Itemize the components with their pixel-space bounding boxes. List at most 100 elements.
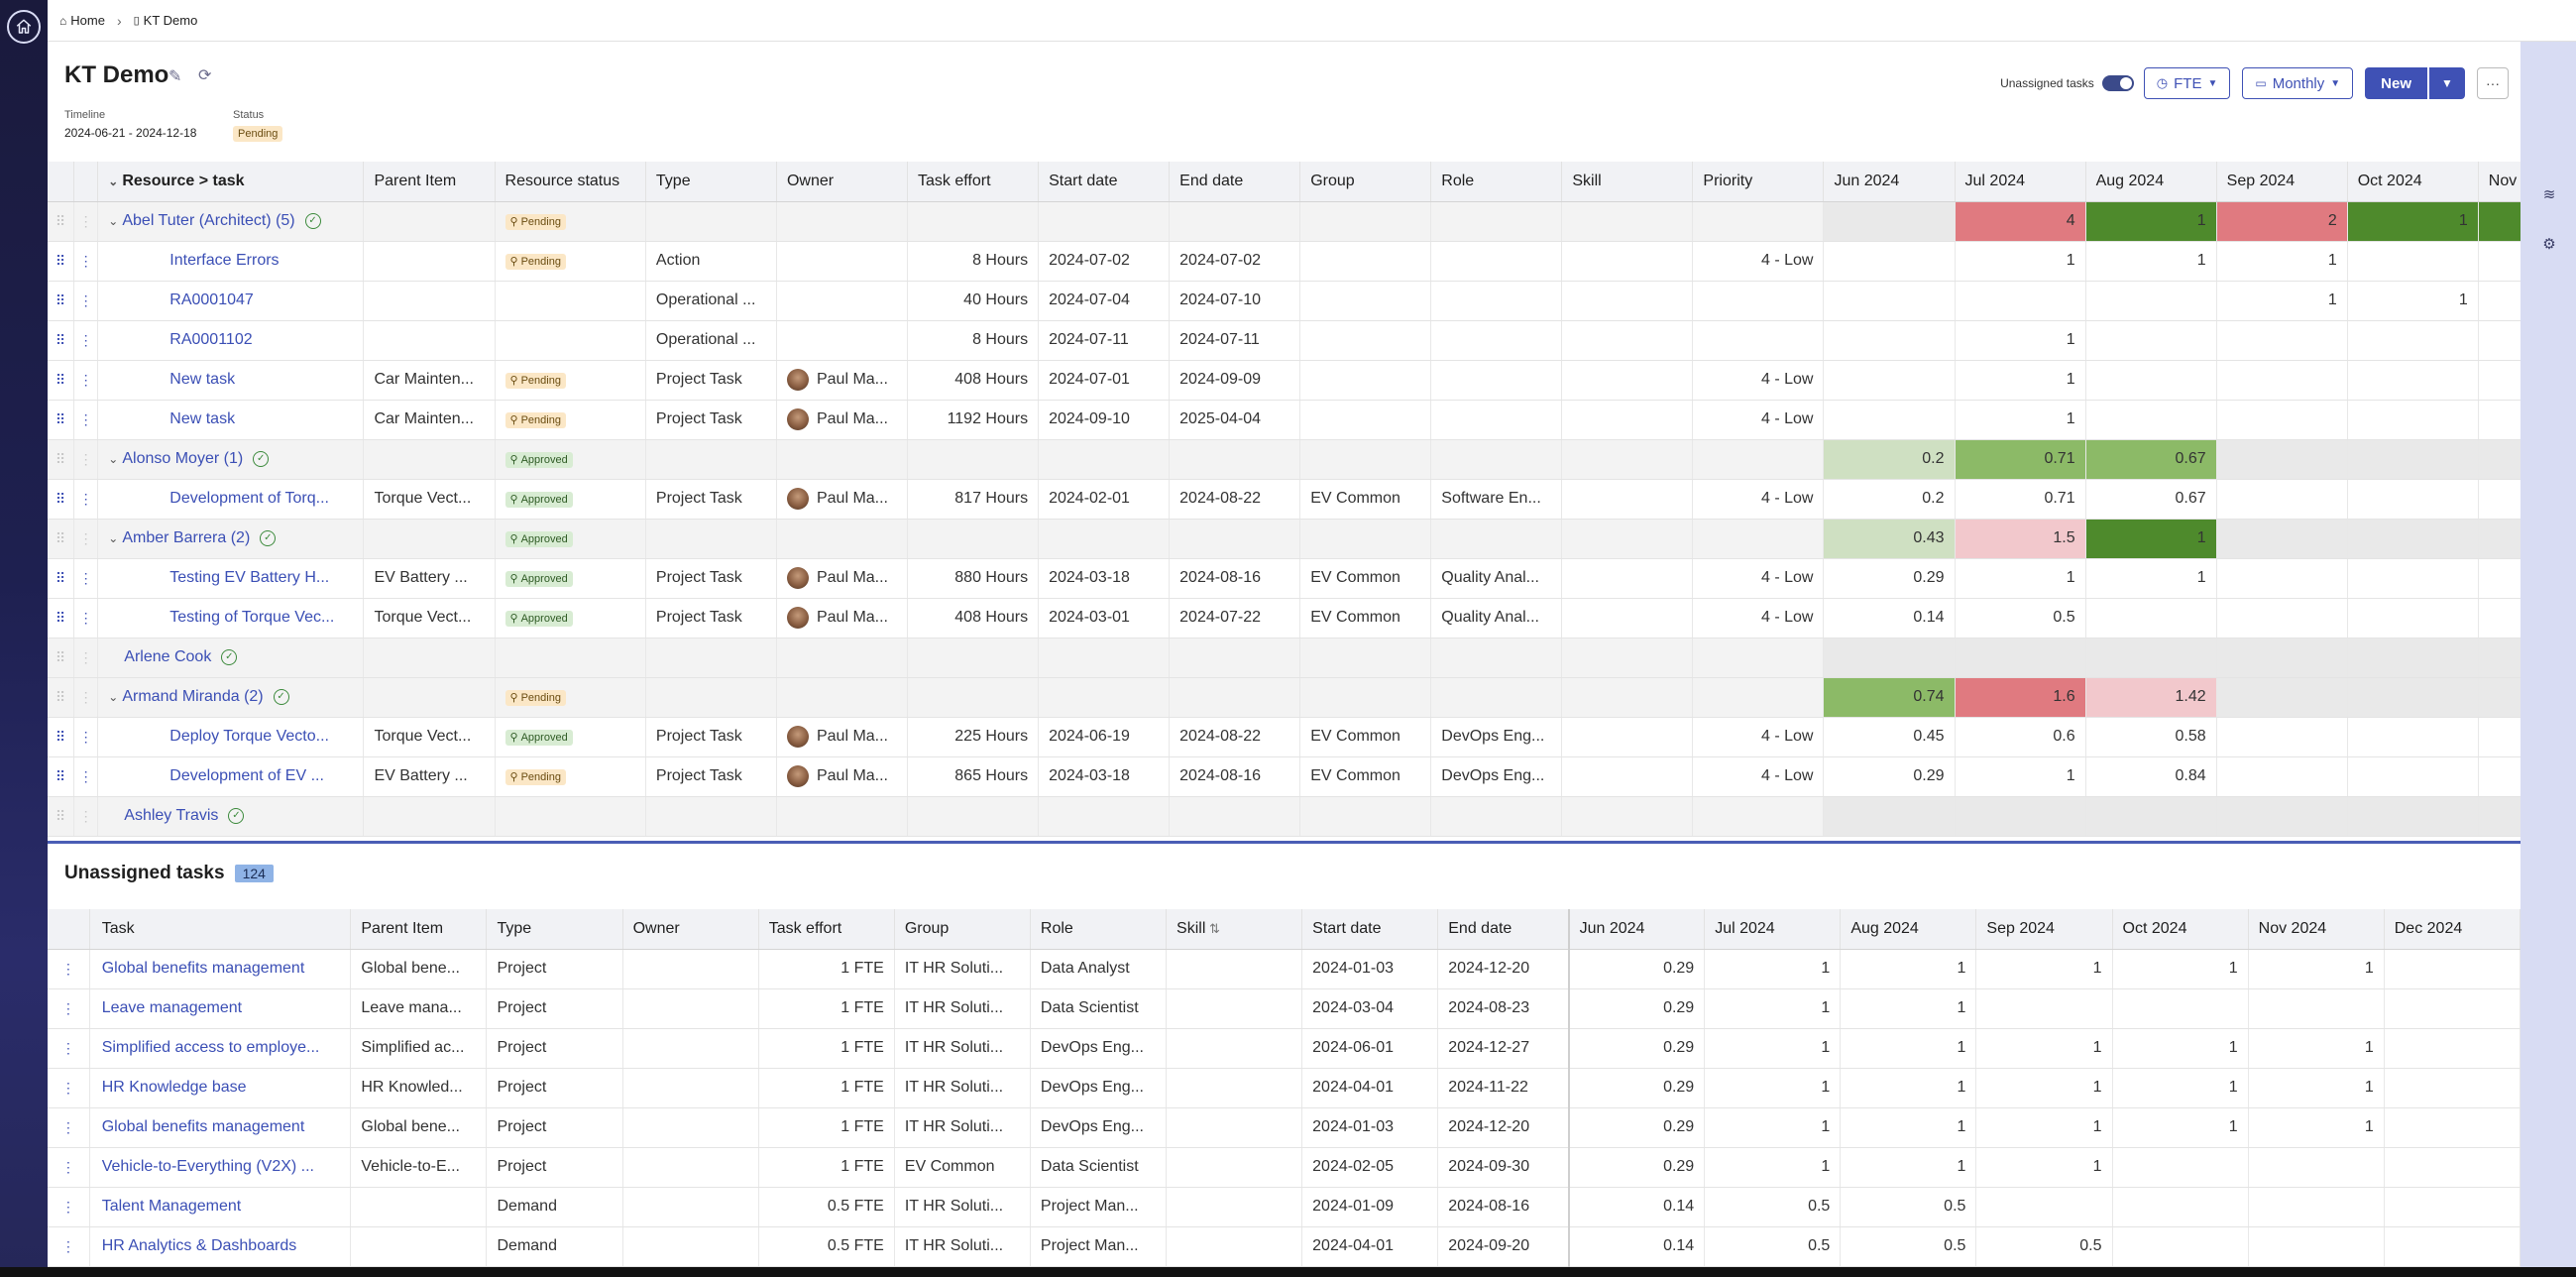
month-allocation-cell[interactable]: 0.5 [1840, 1226, 1977, 1267]
month-allocation-cell[interactable] [1975, 1187, 2113, 1227]
drag-handle-icon[interactable]: ⠿ [48, 281, 74, 321]
month-allocation-cell[interactable] [2478, 558, 2520, 599]
month-allocation-cell[interactable]: 0.2 [1823, 439, 1956, 480]
month-allocation-cell[interactable] [2248, 1187, 2385, 1227]
col-header-skill[interactable]: Skill [1561, 162, 1694, 202]
drag-handle-icon[interactable]: ⠿ [48, 400, 74, 440]
month-allocation-cell[interactable] [2384, 1028, 2520, 1069]
month-allocation-cell[interactable] [1823, 320, 1956, 361]
col-header-owner[interactable]: Owner [622, 909, 759, 950]
month-allocation-cell[interactable] [2347, 638, 2479, 678]
month-allocation-cell[interactable] [2478, 400, 2520, 440]
task-name-link[interactable]: Testing of Torque Vec... [169, 609, 335, 626]
month-allocation-cell[interactable]: 1 [2248, 1107, 2385, 1148]
row-menu-icon[interactable]: ⋮ [48, 949, 90, 989]
month-allocation-cell[interactable] [2248, 988, 2385, 1029]
month-allocation-cell[interactable] [2478, 796, 2520, 837]
month-allocation-cell[interactable] [2384, 1226, 2520, 1267]
row-menu-icon[interactable]: ⋮ [73, 756, 99, 797]
task-row[interactable]: ⠿ ⋮ Testing EV Battery H... EV Battery ... ⚲… [48, 558, 2520, 599]
task-name-link[interactable]: Simplified access to employe... [89, 1028, 352, 1069]
row-menu-icon[interactable]: ⋮ [73, 598, 99, 638]
edit-pencil-icon[interactable]: ✎ [168, 68, 182, 85]
resource-group-row[interactable]: ⠿ ⋮ ⌄ Abel Tuter (Architect) (5) ✓ ⚲ Pending 4 1… [48, 201, 2520, 242]
month-allocation-cell[interactable]: 0.74 [1823, 677, 1956, 718]
month-allocation-cell[interactable] [2216, 756, 2348, 797]
month-allocation-cell[interactable] [2216, 796, 2348, 837]
month-allocation-cell[interactable] [1955, 638, 2086, 678]
month-allocation-cell[interactable]: 0.29 [1567, 1028, 1706, 1069]
month-allocation-cell[interactable] [1975, 988, 2113, 1029]
row-menu-icon[interactable]: ⋮ [48, 988, 90, 1029]
month-allocation-cell[interactable]: 1 [2216, 241, 2348, 282]
month-allocation-cell[interactable] [1823, 241, 1956, 282]
month-allocation-cell[interactable] [2478, 756, 2520, 797]
month-allocation-cell[interactable]: 1 [1704, 949, 1842, 989]
panel-splitter[interactable] [48, 841, 2520, 844]
unassigned-task-row[interactable]: ⋮ Leave management Leave mana... Project 1 F… [48, 988, 2520, 1029]
month-allocation-cell[interactable]: 0.14 [1823, 598, 1956, 638]
drag-handle-icon[interactable]: ⠿ [48, 320, 74, 361]
col-header-type[interactable]: Type [645, 162, 777, 202]
task-name-link[interactable]: Talent Management [89, 1187, 352, 1227]
unassigned-task-row[interactable]: ⋮ Talent Management Demand 0.5 FTE IT HR Sol… [48, 1187, 2520, 1227]
month-allocation-cell[interactable] [2085, 281, 2217, 321]
task-row[interactable]: ⠿ ⋮ New task Car Mainten... ⚲ Pending Project … [48, 360, 2520, 401]
month-allocation-cell[interactable]: 0.2 [1823, 479, 1956, 520]
collapse-all-chevron-icon[interactable]: ⌄ [108, 174, 119, 188]
drag-handle-icon[interactable]: ⠿ [48, 241, 74, 282]
task-row[interactable]: ⠿ ⋮ RA0001102 Operational ... 8 Hours 2024-07… [48, 320, 2520, 361]
month-allocation-cell[interactable]: 1 [2216, 281, 2348, 321]
month-allocation-cell[interactable]: 1 [2112, 1107, 2249, 1148]
month-allocation-cell[interactable]: 0.29 [1823, 558, 1956, 599]
month-allocation-cell[interactable] [2347, 558, 2479, 599]
month-allocation-cell[interactable] [2112, 1147, 2249, 1188]
month-allocation-cell[interactable]: 1 [1955, 320, 2086, 361]
month-allocation-cell[interactable]: 0.29 [1567, 949, 1706, 989]
month-allocation-cell[interactable]: 0.5 [1955, 598, 2086, 638]
month-allocation-cell[interactable]: 0.84 [2085, 756, 2217, 797]
month-allocation-cell[interactable]: 0.14 [1567, 1187, 1706, 1227]
month-allocation-cell[interactable]: 0.29 [1567, 1107, 1706, 1148]
task-name-link[interactable]: RA0001102 [169, 331, 253, 348]
resource-name-link[interactable]: Abel Tuter (Architect) (5) [122, 212, 295, 229]
month-allocation-cell[interactable]: 1 [2248, 1068, 2385, 1108]
month-allocation-cell[interactable]: 1.42 [2085, 677, 2217, 718]
expand-chevron-icon[interactable]: ⌄ [108, 214, 119, 228]
row-menu-icon[interactable]: ⋮ [48, 1226, 90, 1267]
col-header-end-date[interactable]: End date [1169, 162, 1301, 202]
month-allocation-cell[interactable] [2478, 241, 2520, 282]
task-name-link[interactable]: Deploy Torque Vecto... [169, 728, 329, 745]
row-menu-icon[interactable]: ⋮ [73, 400, 99, 440]
month-allocation-cell[interactable] [2478, 519, 2520, 559]
new-split-dropdown-button[interactable]: ▼ [2429, 67, 2465, 99]
settings-gear-icon[interactable]: ⚙ [2542, 236, 2556, 253]
month-allocation-cell[interactable]: 0.14 [1567, 1226, 1706, 1267]
task-name-link[interactable]: Global benefits management [89, 1107, 352, 1148]
task-name-link[interactable]: Testing EV Battery H... [169, 569, 330, 586]
refresh-icon[interactable]: ⟳ [198, 67, 212, 84]
task-row[interactable]: ⠿ ⋮ New task Car Mainten... ⚲ Pending Project … [48, 400, 2520, 440]
month-allocation-cell[interactable] [2478, 360, 2520, 401]
month-allocation-cell[interactable]: 1 [1955, 241, 2086, 282]
resource-task-cell[interactable]: Interface Errors [97, 241, 365, 282]
month-allocation-cell[interactable] [2478, 479, 2520, 520]
resource-task-cell[interactable]: Development of Torq... [97, 479, 365, 520]
month-allocation-cell[interactable]: 1 [1704, 988, 1842, 1029]
month-allocation-cell[interactable] [2216, 598, 2348, 638]
month-allocation-cell[interactable] [2347, 796, 2479, 837]
resource-name-link[interactable]: Arlene Cook [124, 648, 212, 665]
month-allocation-cell[interactable] [2347, 598, 2479, 638]
drag-handle-icon[interactable]: ⠿ [48, 201, 74, 242]
month-allocation-cell[interactable]: 1 [1975, 1028, 2113, 1069]
month-allocation-cell[interactable] [2478, 598, 2520, 638]
month-allocation-cell[interactable]: 1 [1975, 1147, 2113, 1188]
month-allocation-cell[interactable]: 1 [1840, 988, 1977, 1029]
task-row[interactable]: ⠿ ⋮ Development of EV ... EV Battery ... ⚲ Pe… [48, 756, 2520, 797]
task-row[interactable]: ⠿ ⋮ RA0001047 Operational ... 40 Hours 2024-0… [48, 281, 2520, 321]
expand-chevron-icon[interactable]: ⌄ [108, 690, 119, 704]
month-allocation-cell[interactable]: 1 [2112, 949, 2249, 989]
col-header-role[interactable]: Role [1430, 162, 1563, 202]
more-options-button[interactable]: ··· [2477, 67, 2509, 99]
month-allocation-cell[interactable]: 1.5 [1955, 519, 2086, 559]
